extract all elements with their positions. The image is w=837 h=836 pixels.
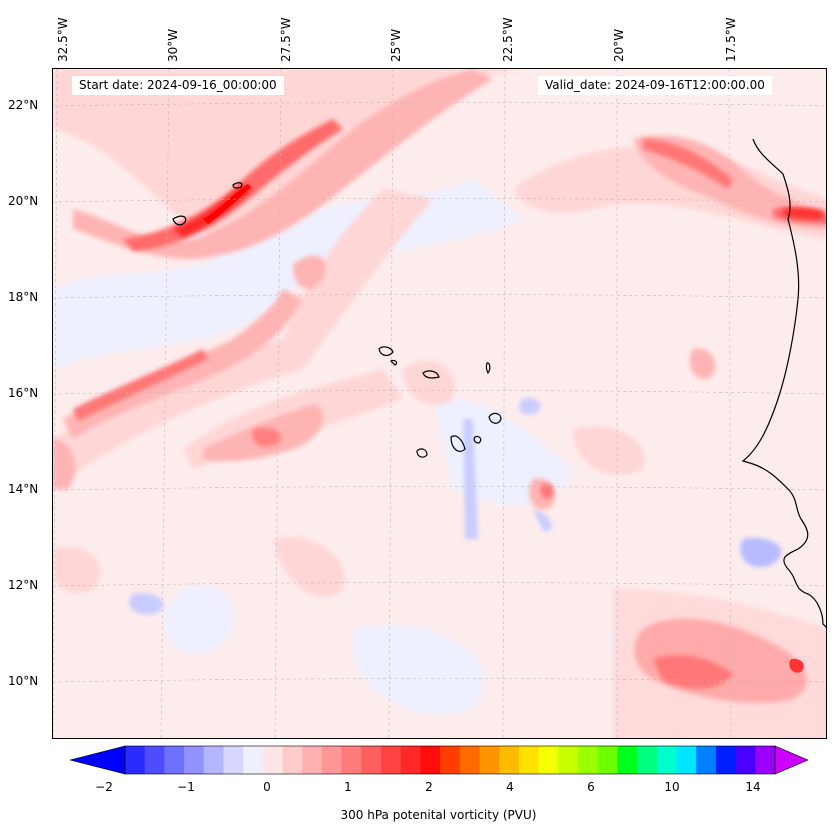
colorbar-cell [735,746,756,774]
gridlines [53,69,826,738]
lat-label: 10°N [8,674,39,688]
colorbar-cell [164,746,185,774]
lon-label: 32.5°W [56,17,70,62]
colorbar-cell [637,746,658,774]
colorbar-cell [282,746,303,774]
colorbar-cell [518,746,540,774]
colorbar-tick: 4 [506,780,514,794]
colorbar-cell [440,746,461,774]
vorticity-map [53,69,826,738]
colorbar-cell [459,746,481,774]
colorbar-min-extend [70,745,126,775]
colorbar-cell [400,746,422,774]
colorbar-tick: −2 [95,780,113,794]
lon-label: 20°W [612,28,626,62]
colorbar-cell [203,746,225,774]
lat-label: 12°N [8,578,39,592]
colorbar-cell [243,746,264,774]
colorbar-cell [715,746,737,774]
colorbar-label: 300 hPa potenital vorticity (PVU) [340,808,537,822]
colorbar-tick: −1 [177,780,195,794]
colorbar-cell [755,746,776,774]
colorbar-cell [676,746,697,774]
lon-label: 27.5°W [279,17,293,62]
colorbar-cell [361,746,382,774]
lon-label: 22.5°W [501,17,515,62]
lat-label: 14°N [8,482,39,496]
colorbar-cell [499,746,520,774]
colorbar-cells [125,746,776,774]
map-panel [52,68,827,739]
colorbar-cell [597,746,619,774]
colorbar-cell [420,746,441,774]
colorbar-tick: 0 [263,780,271,794]
colorbar-tick: 6 [587,780,595,794]
lat-label: 18°N [8,290,39,304]
colorbar-tick: 10 [664,780,680,794]
colorbar-tick: 14 [745,780,761,794]
start-date-label: Start date: 2024-09-16_00:00:00 [72,76,284,95]
colorbar-cell [321,746,343,774]
colorbar-cell [656,746,678,774]
valid-date-label: Valid_date: 2024-09-16T12:00:00.00 [538,76,772,95]
colorbar-cell [538,746,559,774]
colorbar-cell [558,746,579,774]
colorbar-cell [617,746,638,774]
colorbar-cell [479,746,500,774]
lon-label: 30°W [166,28,180,62]
colorbar-cell [696,746,717,774]
lon-label: 17.5°W [724,17,738,62]
lon-label: 25°W [389,28,403,62]
colorbar-cell [381,746,402,774]
lat-label: 22°N [8,98,39,112]
colorbar-cell [184,746,205,774]
colorbar [70,745,809,775]
colorbar-cell [341,746,362,774]
colorbar-outline [124,745,776,775]
colorbar-cell [578,746,599,774]
colorbar-cell [302,746,323,774]
colorbar-max-extend [774,745,809,775]
lat-label: 20°N [8,194,39,208]
colorbar-tick: 1 [344,780,352,794]
colorbar-cell [144,746,165,774]
colorbar-tick: 2 [425,780,433,794]
colorbar-cell [125,746,146,774]
coastlines [172,138,826,628]
intense-pv-core [173,184,823,673]
lat-label: 16°N [8,386,39,400]
colorbar-cell [262,746,284,774]
colorbar-cell [223,746,244,774]
